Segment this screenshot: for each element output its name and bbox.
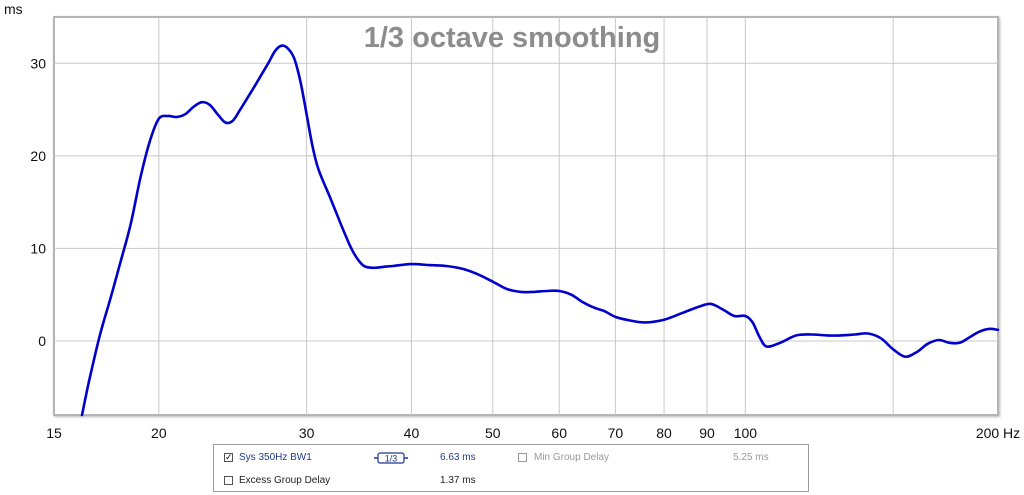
trace-value: 6.63 ms [440, 452, 476, 463]
min-group-delay-checkbox[interactable] [518, 453, 527, 462]
y-unit-label: ms [4, 1, 23, 17]
series-line-sys-350hz-bw1 [80, 44, 1000, 417]
x-tick-label: 30 [299, 425, 315, 441]
chart-title: 1/3 octave smoothing [364, 22, 661, 54]
x-tick-label: 90 [699, 425, 715, 441]
x-tick-label: 20 [151, 425, 167, 441]
smoothing-badge[interactable]: 1/3 [374, 452, 408, 464]
excess-group-delay-value: 1.37 ms [440, 475, 476, 486]
x-tick-label: 100 [734, 425, 758, 441]
grid [54, 17, 998, 415]
y-tick-labels: 0 10 20 30 [30, 55, 46, 349]
y-tick-label: 20 [30, 148, 46, 164]
group-delay-chart: 1/3 octave smoothing ms 0 10 20 30 15 20 30 40… [4, 1, 1020, 441]
y-tick-label: 0 [38, 333, 46, 349]
x-tick-label: 15 [46, 425, 62, 441]
x-tick-label: 200 Hz [976, 425, 1020, 441]
y-tick-label: 30 [30, 55, 46, 71]
x-tick-label: 50 [485, 425, 501, 441]
plot-area [53, 16, 999, 416]
excess-group-delay-label[interactable]: Excess Group Delay [239, 475, 331, 486]
x-tick-labels: 15 20 30 40 50 60 70 80 90 100 200 Hz [46, 425, 1020, 441]
excess-group-delay-checkbox[interactable] [224, 476, 233, 485]
y-tick-label: 10 [30, 240, 46, 256]
x-tick-label: 70 [608, 425, 624, 441]
trace-checkbox[interactable]: ✓ [224, 452, 233, 462]
smoothing-label: 1/3 [385, 454, 398, 464]
legend-panel: ✓ Sys 350Hz BW1 1/3 6.63 ms Min Group De… [213, 444, 809, 492]
x-tick-label: 80 [656, 425, 672, 441]
x-tick-label: 60 [551, 425, 567, 441]
x-tick-label: 40 [404, 425, 420, 441]
min-group-delay-label[interactable]: Min Group Delay [534, 452, 610, 463]
min-group-delay-value: 5.25 ms [733, 452, 769, 463]
trace-label[interactable]: Sys 350Hz BW1 [239, 452, 312, 463]
